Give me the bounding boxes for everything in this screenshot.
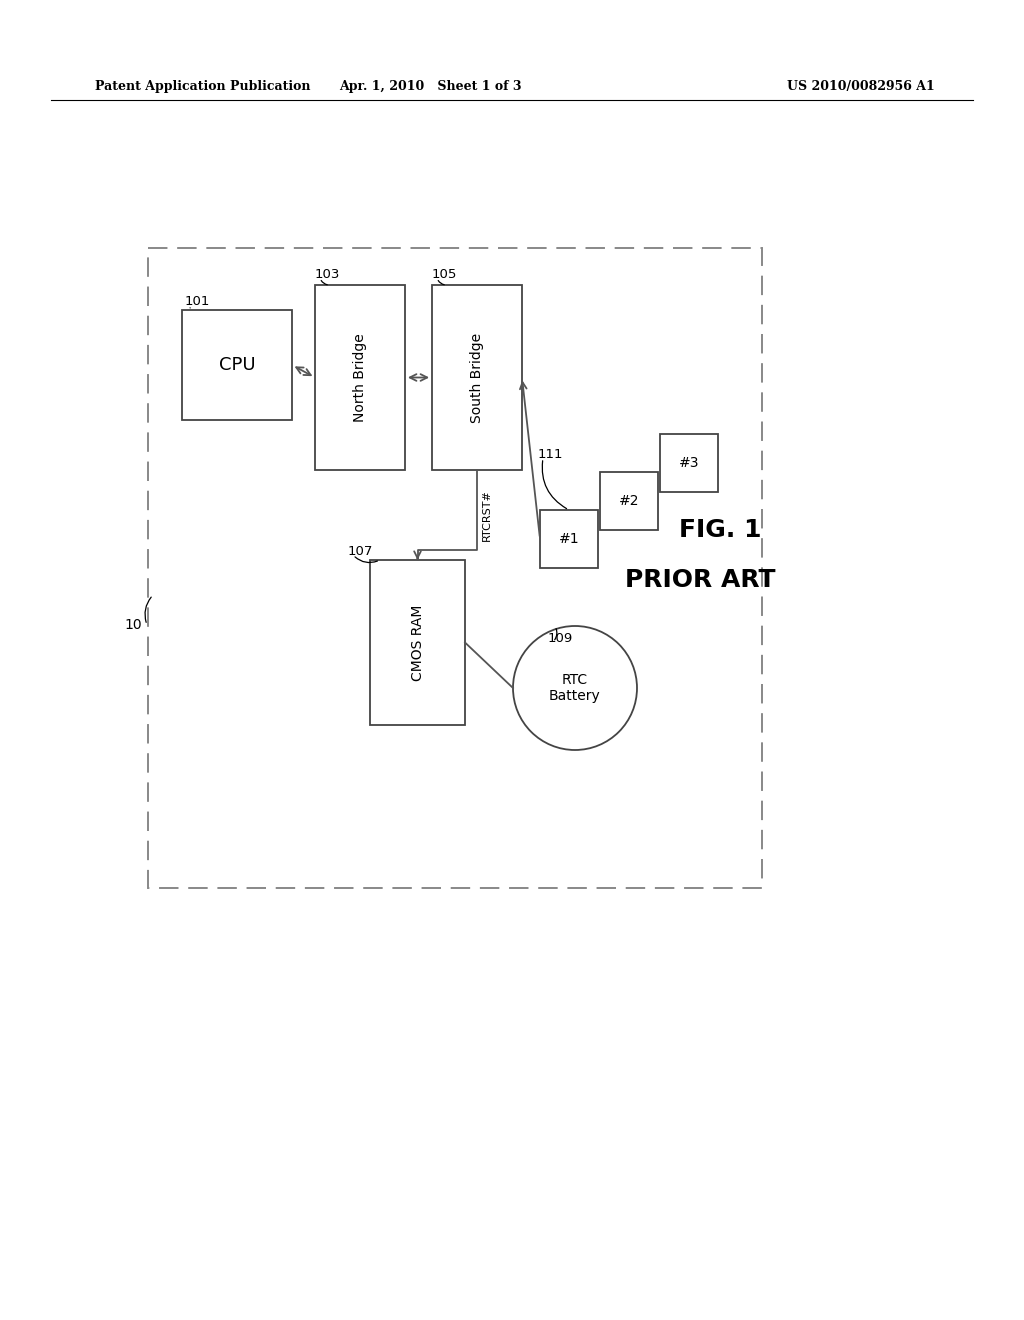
Text: RTC
Battery: RTC Battery [549,673,601,704]
Text: Apr. 1, 2010   Sheet 1 of 3: Apr. 1, 2010 Sheet 1 of 3 [339,81,521,92]
Text: 101: 101 [185,294,210,308]
Text: Patent Application Publication: Patent Application Publication [95,81,310,92]
Text: 111: 111 [538,447,563,461]
Bar [600,473,658,531]
Text: CPU: CPU [219,356,255,374]
Text: South Bridge: South Bridge [470,333,484,422]
Text: 10: 10 [124,618,142,632]
Text: #2: #2 [618,494,639,508]
Text: #1: #1 [559,532,580,546]
Text: FIG. 1: FIG. 1 [679,517,761,543]
Ellipse shape [513,626,637,750]
Text: 103: 103 [315,268,340,281]
Bar [660,434,718,492]
Bar [370,560,465,725]
Text: PRIOR ART: PRIOR ART [625,568,775,591]
Text: North Bridge: North Bridge [353,333,367,422]
Text: #3: #3 [679,455,699,470]
Bar [182,310,292,420]
Bar [148,248,762,888]
Text: CMOS RAM: CMOS RAM [411,605,425,681]
Bar [315,285,406,470]
Text: 105: 105 [432,268,458,281]
Bar [432,285,522,470]
Text: 109: 109 [548,632,573,645]
Bar [540,510,598,568]
Text: 107: 107 [348,545,374,558]
Text: US 2010/0082956 A1: US 2010/0082956 A1 [787,81,935,92]
Text: RTCRST#: RTCRST# [482,490,492,541]
